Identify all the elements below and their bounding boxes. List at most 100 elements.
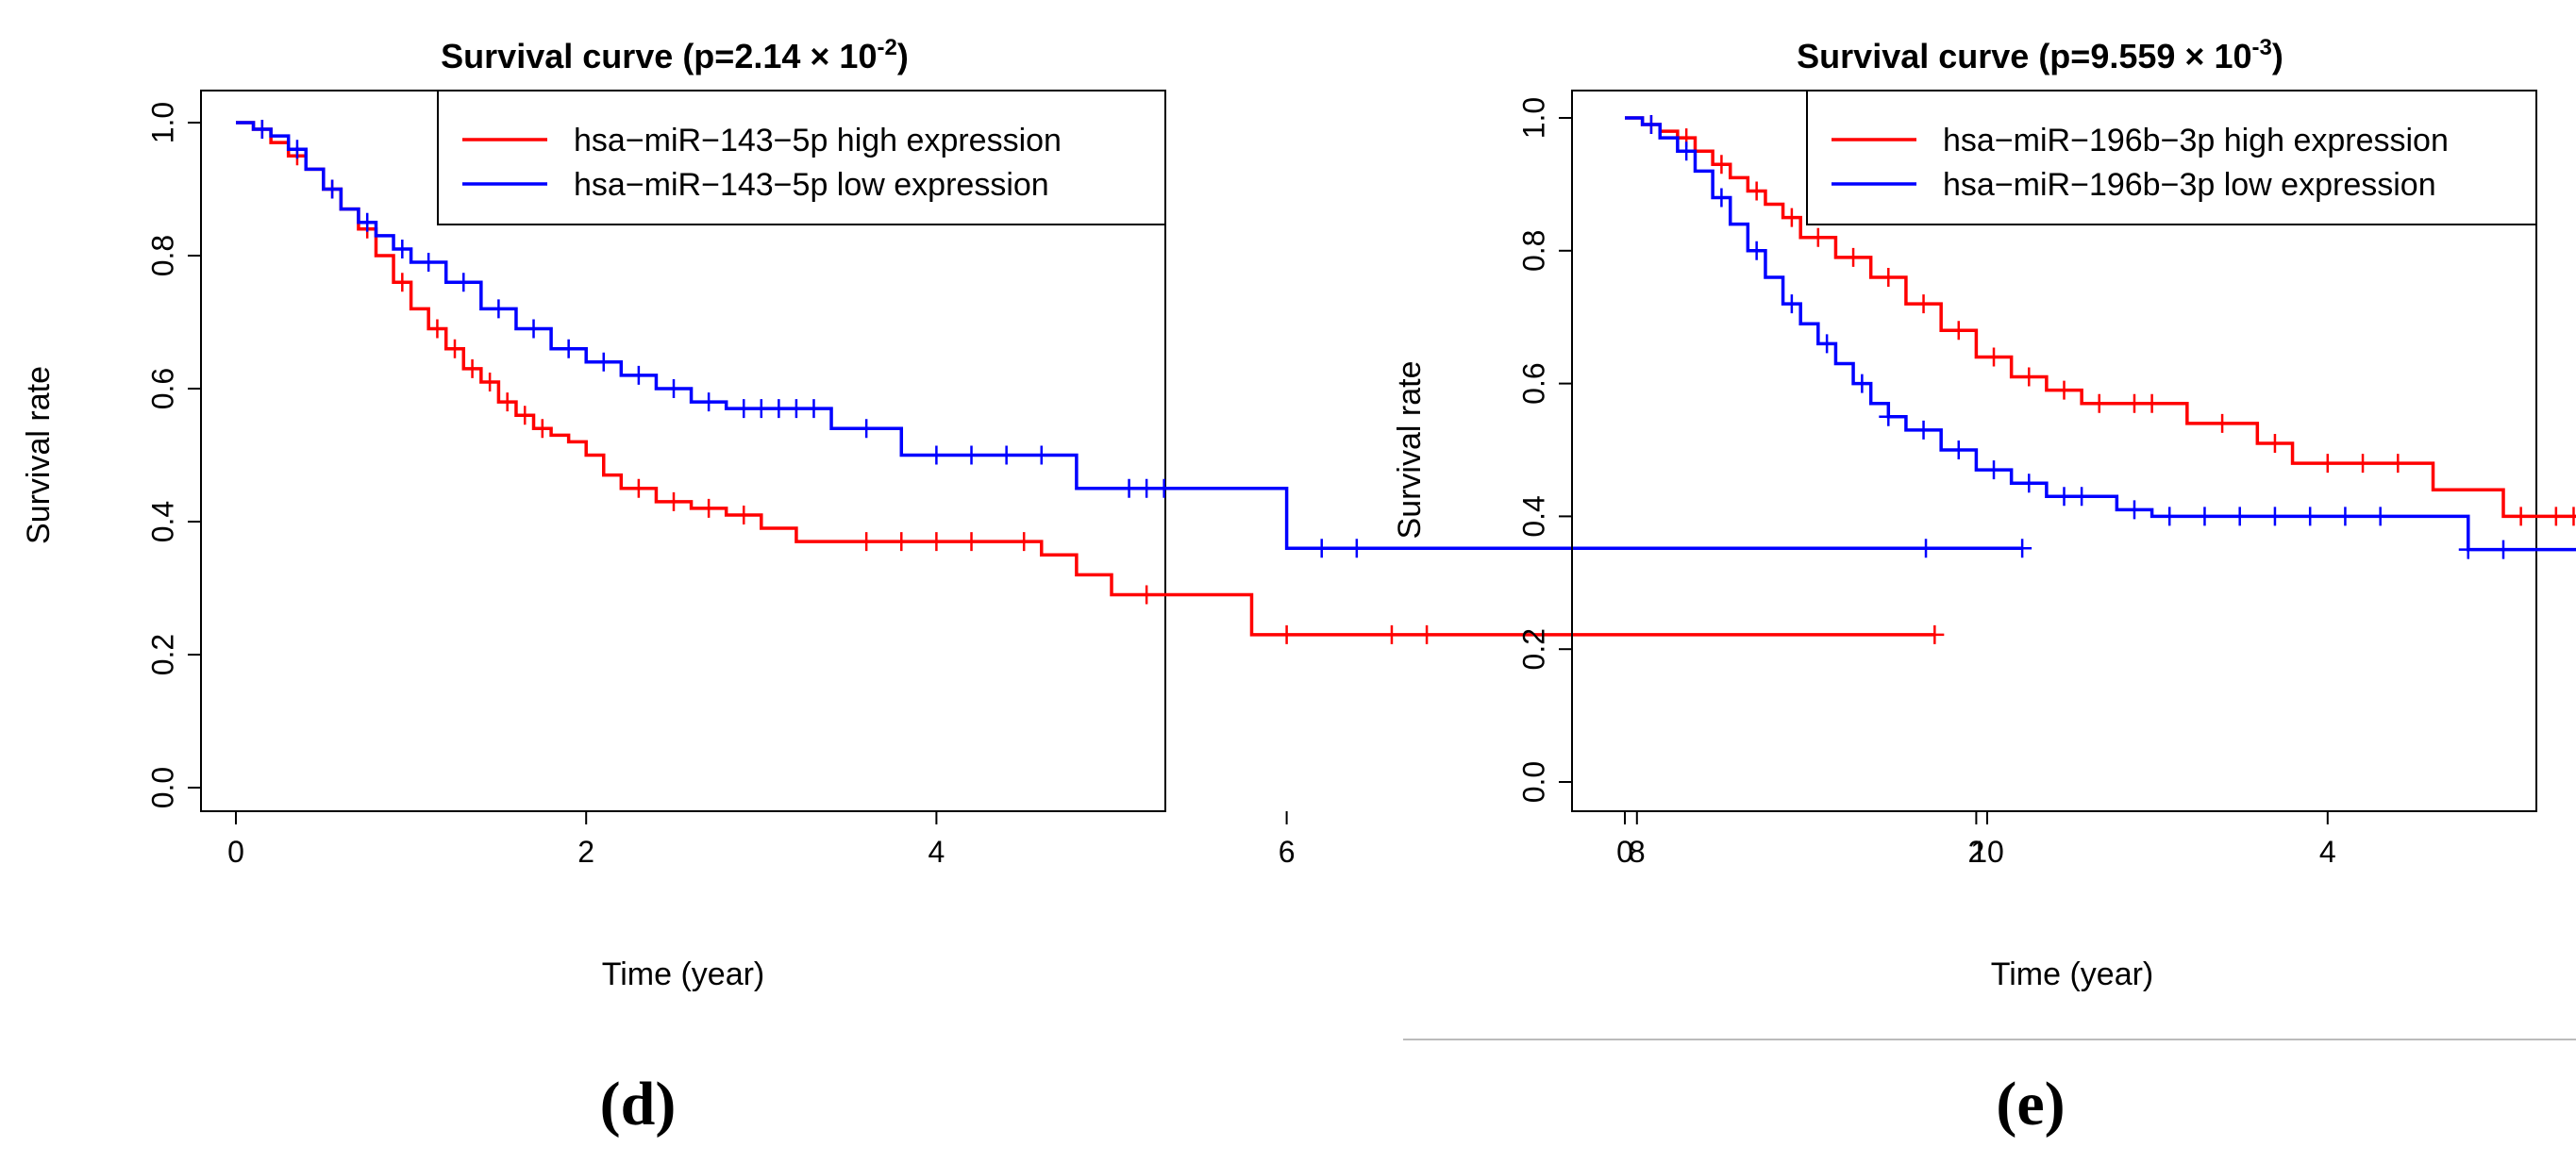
censor-mark-high	[1879, 268, 1898, 287]
censor-mark-low	[927, 446, 945, 465]
censor-mark-low	[1137, 479, 1156, 498]
censor-mark-high	[1809, 228, 1828, 247]
y-tick-label: 0.2	[145, 634, 179, 675]
censor-mark-low	[2072, 487, 2091, 506]
censor-mark-low	[1984, 460, 2003, 479]
censor-mark-low	[1032, 446, 1051, 465]
censor-mark-low	[2459, 540, 2478, 559]
censor-mark-high	[1278, 625, 1296, 644]
censor-mark-low	[1120, 479, 1139, 498]
x-axis: 0246810	[1616, 811, 2576, 869]
censor-mark-high	[2213, 414, 2232, 433]
x-tick-label: 2	[577, 835, 594, 869]
censor-mark-low	[2160, 507, 2179, 525]
censor-mark-high	[2353, 454, 2372, 473]
censor-mark-low	[419, 253, 438, 272]
censor-mark-low	[787, 399, 806, 418]
censor-mark-low	[2494, 540, 2513, 559]
censor-mark-low	[1642, 115, 1661, 134]
censor-mark-low	[734, 399, 753, 418]
panel-label: (e)	[1996, 1070, 2065, 1139]
censor-mark-low	[1748, 241, 1766, 260]
y-axis: 0.0 0.2 0.4 0.6 0.8 1.0	[145, 102, 201, 808]
censor-mark-low	[1879, 407, 1898, 426]
censor-mark-low	[2266, 507, 2284, 525]
censor-mark-high	[463, 359, 482, 378]
censor-mark-high	[2019, 368, 2038, 387]
censor-mark-high	[1949, 321, 1968, 340]
censor-mark-low	[594, 353, 613, 372]
legend: hsa−miR−143−5p high expression hsa−miR−1…	[438, 91, 1165, 224]
y-tick-label: 1.0	[1516, 97, 1550, 139]
censor-mark-high	[2143, 394, 2162, 413]
x-tick-label: 0	[227, 835, 244, 869]
censor-mark-low	[525, 320, 544, 339]
x-tick-label: 0	[1616, 835, 1633, 869]
censor-mark-high	[1417, 625, 1436, 644]
censor-mark-low	[664, 379, 683, 398]
legend-label-high: hsa−miR−196b−3p high expression	[1943, 123, 2449, 158]
censor-mark-low	[1155, 479, 1174, 498]
censor-mark-high	[2090, 394, 2109, 413]
censor-mark-high	[2318, 454, 2337, 473]
survival-chart-e: Survival curve (p=9.559 × 10-3) 0.00.20.…	[1392, 35, 2576, 1139]
y-axis: 0.0 0.2 0.4 0.6 0.8 1.0	[1516, 97, 1572, 803]
chart-title: Survival curve (p=9.559 × 10-3)	[1797, 35, 2283, 75]
censor-mark-low	[2055, 487, 2074, 506]
censor-mark-low	[2300, 507, 2319, 525]
x-tick-label: 4	[928, 835, 945, 869]
censor-mark-low	[1915, 421, 1933, 440]
censor-mark-high	[1712, 155, 1731, 174]
censor-mark-high	[393, 273, 411, 291]
censor-mark-low	[2019, 474, 2038, 492]
chart-title: Survival curve (p=2.14 × 10-2)	[441, 35, 909, 75]
x-axis-label: Time (year)	[602, 956, 765, 992]
y-tick-label: 0.0	[145, 767, 179, 808]
x-axis: 0246810	[227, 811, 2004, 869]
censor-mark-low	[1817, 334, 1836, 353]
y-tick-label: 0.4	[1516, 495, 1550, 537]
censor-mark-low	[560, 340, 578, 358]
legend: hsa−miR−196b−3p high expression hsa−miR−…	[1807, 91, 2536, 224]
legend-label-low: hsa−miR−196b−3p low expression	[1943, 167, 2436, 203]
censor-mark-high	[498, 392, 517, 411]
censor-mark-low	[489, 299, 508, 318]
y-tick-label: 1.0	[145, 102, 179, 143]
figure-canvas: Survival curve (p=2.14 × 10-2) 0.0 0.2 0.4…	[0, 0, 2576, 1164]
legend-label-high: hsa−miR−143−5p high expression	[574, 123, 1062, 158]
censor-mark-low	[323, 180, 342, 199]
censor-mark-low	[1852, 374, 1871, 393]
censor-mark-low	[2335, 507, 2354, 525]
censor-mark-low	[857, 419, 876, 438]
censor-mark-low	[997, 446, 1016, 465]
y-tick-label: 0.4	[145, 501, 179, 542]
censor-mark-high	[2388, 454, 2407, 473]
censor-mark-high	[664, 492, 683, 511]
censor-mark-high	[1748, 181, 1766, 200]
censor-mark-high	[533, 419, 552, 438]
censor-mark-high	[2125, 394, 2144, 413]
censor-mark-high	[1844, 248, 1863, 267]
y-tick-label: 0.6	[145, 368, 179, 409]
censor-mark-high	[1984, 347, 2003, 366]
y-tick-label: 0.0	[1516, 761, 1550, 803]
y-axis-label: Survival rate	[21, 366, 57, 544]
censor-mark-low	[454, 273, 473, 291]
censor-mark-low	[2125, 500, 2144, 519]
censor-mark-low	[2231, 507, 2250, 525]
censor-mark-high	[1382, 625, 1401, 644]
x-tick-label: 2	[1968, 835, 1985, 869]
censor-mark-high	[2547, 507, 2566, 525]
y-tick-label: 0.6	[1516, 362, 1550, 404]
censor-mark-low	[699, 392, 718, 411]
censor-mark-low	[2371, 507, 2390, 525]
censor-mark-high	[427, 320, 446, 339]
censor-mark-high	[2564, 507, 2576, 525]
censor-mark-low	[804, 399, 823, 418]
censor-mark-high	[629, 479, 648, 498]
censor-mark-low	[1313, 539, 1331, 557]
y-tick-label: 0.2	[1516, 628, 1550, 670]
censor-mark-low	[2195, 507, 2214, 525]
y-tick-label: 0.8	[1516, 230, 1550, 272]
censor-mark-high	[2266, 434, 2284, 453]
